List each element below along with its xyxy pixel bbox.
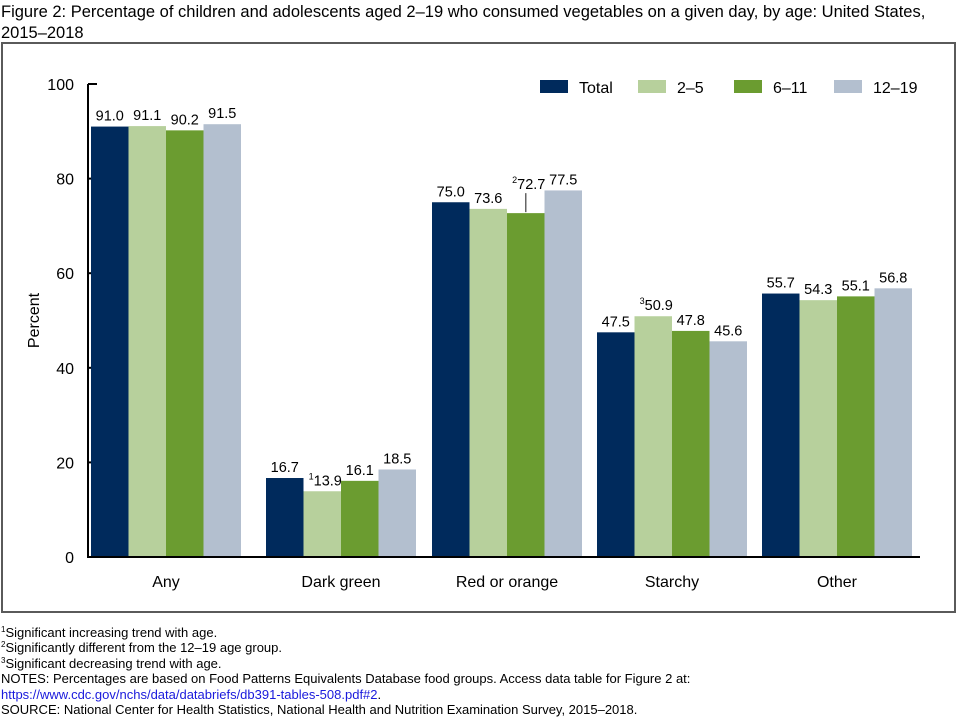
x-tick-label: Other [817, 574, 858, 591]
data-label: 16.1 [346, 463, 374, 479]
bar-4-0 [762, 293, 800, 557]
y-tick-label: 100 [47, 77, 74, 94]
y-tick-label: 80 [56, 172, 74, 189]
legend-swatch [540, 80, 568, 93]
data-label: 91.0 [96, 109, 124, 125]
bar-2-1 [469, 208, 507, 557]
y-tick-label: 60 [56, 266, 74, 283]
data-label: 272.7 [512, 175, 545, 193]
chart-frame [1, 42, 956, 613]
bar-3-0 [597, 332, 635, 557]
data-label: 18.5 [383, 451, 411, 467]
data-label: 113.9 [309, 471, 342, 489]
bar-1-0 [266, 478, 304, 557]
y-tick-label: 20 [56, 455, 74, 472]
bar-4-2 [837, 296, 875, 557]
bar-0-2 [166, 130, 204, 557]
data-table-link-line: https://www.cdc.gov/nchs/data/databriefs… [1, 686, 382, 702]
data-label: 77.5 [549, 172, 577, 188]
data-label: 47.5 [602, 314, 630, 330]
legend-label: 6–11 [773, 80, 808, 97]
bar-2-3 [544, 190, 582, 558]
data-label-value: 50.9 [645, 298, 673, 314]
bar-2-2 [507, 213, 545, 557]
bar-4-1 [799, 300, 837, 557]
legend-label: 2–5 [677, 80, 704, 97]
legend-label: Total [579, 80, 613, 97]
footnote-3: 3Significant decreasing trend with age. [1, 655, 222, 671]
data-label: 16.7 [271, 460, 299, 476]
bar-3-3 [709, 341, 747, 557]
data-label: 55.7 [767, 276, 795, 292]
bar-0-1 [128, 126, 166, 558]
data-label: 56.8 [879, 270, 907, 286]
footnote-1: 1Significant increasing trend with age. [1, 625, 218, 640]
data-label: 75.0 [437, 184, 465, 200]
legend-label: 12–19 [873, 80, 918, 97]
y-tick-label: 0 [65, 550, 74, 567]
data-label: 91.5 [208, 106, 236, 122]
bar-1-1 [303, 491, 341, 557]
legend-swatch [834, 80, 862, 93]
bar-3-1 [634, 316, 672, 557]
bar-0-0 [91, 126, 129, 557]
bar-1-3 [378, 469, 416, 557]
y-tick-label: 40 [56, 361, 74, 378]
data-label: 55.1 [842, 278, 870, 294]
data-label: 45.6 [714, 323, 742, 339]
bar-0-3 [203, 124, 241, 557]
bar-1-2 [341, 480, 379, 557]
footnote-2: 2Significantly different from the 12–19 … [1, 640, 283, 656]
data-table-link[interactable]: https://www.cdc.gov/nchs/data/databriefs… [1, 686, 378, 702]
data-label: 73.6 [474, 191, 502, 207]
x-tick-label: Dark green [301, 574, 380, 591]
figure-title: Figure 2: Percentage of children and ado… [1, 3, 926, 42]
source-text: SOURCE: National Center for Health Stati… [1, 702, 638, 718]
footnote-marker: 1 [309, 471, 314, 481]
bar-2-0 [432, 202, 470, 557]
footnote-marker: 2 [512, 175, 517, 185]
data-label: 350.9 [640, 296, 673, 314]
footnote-marker: 3 [640, 296, 645, 306]
x-tick-label: Starchy [645, 574, 699, 591]
data-label: 47.8 [677, 313, 705, 329]
y-axis-label: Percent [26, 292, 43, 348]
data-label: 90.2 [171, 112, 199, 128]
data-label: 91.1 [133, 108, 161, 124]
x-tick-label: Any [152, 574, 180, 591]
data-label: 54.3 [804, 282, 832, 298]
footnotes: 1Significant increasing trend with age. … [1, 625, 690, 717]
data-label-value: 72.7 [517, 177, 545, 193]
legend-swatch [734, 80, 762, 93]
x-tick-label: Red or orange [456, 574, 558, 591]
bar-4-3 [874, 288, 912, 557]
bar-3-2 [672, 330, 710, 557]
data-label-value: 13.9 [314, 473, 342, 489]
legend-swatch [638, 80, 666, 93]
notes-text: NOTES: Percentages are based on Food Pat… [1, 671, 691, 687]
